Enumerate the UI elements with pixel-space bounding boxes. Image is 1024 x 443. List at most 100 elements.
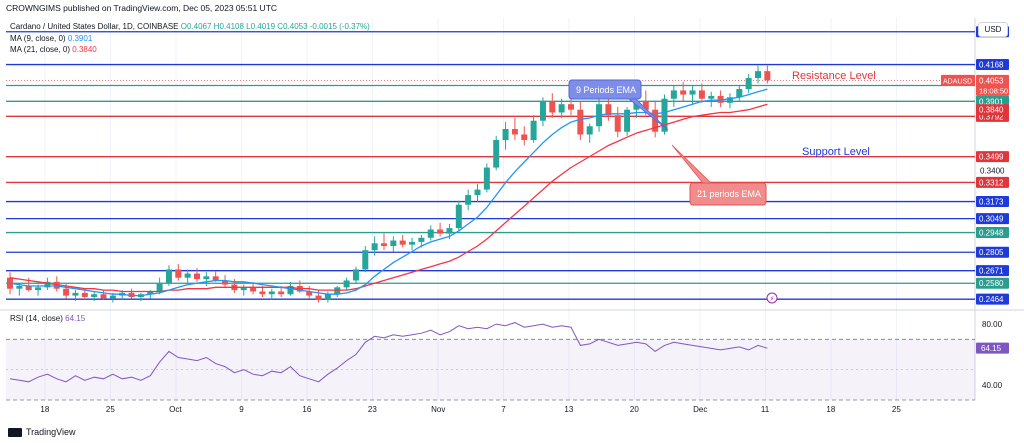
candle-body	[633, 101, 640, 110]
candle-body	[549, 101, 556, 113]
rsi-value-label: 64.15	[981, 344, 1002, 353]
price-level-label: 0.3049	[979, 215, 1004, 224]
time-axis-tick: 9	[239, 405, 244, 414]
footer-brand: TradingView	[26, 427, 76, 437]
candle-body	[250, 287, 257, 292]
candle-body	[334, 287, 341, 295]
time-axis-tick: Nov	[431, 405, 445, 414]
candle-body	[194, 273, 200, 280]
candle-body	[212, 276, 219, 281]
candle-body	[568, 104, 574, 110]
time-axis-tick: 7	[501, 405, 506, 414]
price-level-label: 0.3173	[979, 198, 1004, 207]
price-level-label: 0.2948	[979, 229, 1004, 238]
candle-body	[642, 101, 649, 110]
candle-body	[100, 294, 107, 299]
chart-grid	[0, 18, 1024, 400]
annotations: Resistance Level Support Level 9 Periods E…	[568, 70, 876, 304]
candle-body	[381, 243, 387, 247]
candle-body	[726, 97, 733, 103]
ema21-callout-pointer	[671, 144, 712, 184]
footer: TradingView	[8, 427, 76, 437]
candle-body	[465, 195, 472, 205]
ema9-callout-pointer	[627, 98, 669, 131]
time-axis-tick: 20	[630, 405, 639, 414]
candle-body	[670, 90, 677, 99]
candle-body	[521, 134, 528, 141]
price-level-label: 0.3792	[979, 112, 1004, 121]
candle-body	[614, 115, 621, 132]
candle-body	[343, 280, 350, 288]
ema9-callout-label: 9 Periods EMA	[576, 85, 636, 95]
price-level-tag	[976, 227, 1009, 239]
ma21-legend[interactable]: MA (21, close, 0) 0.3840	[10, 45, 97, 54]
time-axis-tick: 13	[564, 405, 573, 414]
ma9-line	[9, 88, 768, 297]
candle-body	[474, 189, 481, 196]
candle-body	[755, 71, 761, 79]
candles	[7, 65, 771, 303]
rsi-pane: 80.00 40.00 64.15	[6, 320, 1009, 401]
tradingview-logo-icon	[8, 427, 22, 437]
candle-body	[539, 101, 546, 121]
candle-body	[203, 276, 210, 280]
candle-body	[268, 291, 275, 295]
candle-body	[53, 281, 60, 289]
ma9-legend[interactable]: MA (9, close, 0) 0.3901	[10, 34, 92, 43]
candle-body	[680, 90, 687, 95]
time-axis-tick: 11	[761, 405, 770, 414]
candle-body	[427, 229, 434, 238]
ma21-line	[9, 103, 768, 293]
price-level-label: 0.2671	[979, 267, 1004, 276]
candle-body	[315, 295, 322, 300]
rsi-axis-tick: 80.00	[982, 320, 1003, 329]
ma21-value: 0.3840	[72, 45, 97, 54]
candle-body	[147, 291, 154, 295]
time-axis: 18 25 Oct 9 16 23 Nov 7 13 20 Dec 11 18 25	[40, 405, 901, 414]
candle-body	[736, 89, 743, 98]
rsi-line	[9, 322, 768, 383]
rsi-value-tag	[976, 342, 1009, 354]
candle-body	[35, 287, 42, 291]
price-level-label: 0.3901	[979, 97, 1004, 106]
candle-body	[324, 294, 331, 300]
candle-body	[689, 90, 696, 95]
price-level-label: 0.2805	[979, 248, 1004, 257]
ema21-callout-box	[689, 182, 767, 206]
time-axis-tick: 18	[826, 405, 835, 414]
price-level-tag	[976, 151, 1009, 163]
candle-body	[44, 281, 51, 288]
candle-body	[352, 269, 359, 281]
candle-body	[624, 109, 631, 132]
price-level-label: 0.3312	[979, 178, 1004, 187]
price-level-tag	[976, 246, 1009, 258]
ma9-label: MA (9, close, 0)	[10, 34, 66, 43]
price-levels	[6, 31, 975, 300]
price-axis-tick: 0.3400	[980, 166, 1005, 175]
candle-body	[25, 285, 32, 291]
candle-body	[81, 292, 88, 297]
resistance-label: Resistance Level	[792, 70, 876, 82]
ma21-tag	[976, 104, 1009, 116]
candle-body	[493, 140, 500, 168]
symbol-name: Cardano / United States Dollar, 1D, COIN…	[10, 22, 179, 31]
candle-body	[586, 126, 593, 135]
rsi-label: RSI (14, close)	[10, 314, 63, 323]
price-level-tag	[976, 59, 1009, 71]
candle-body	[306, 291, 313, 296]
price-level-tag	[976, 213, 1009, 225]
rsi-legend[interactable]: RSI (14, close) 64.15	[10, 314, 85, 323]
price-level-label: 0.2464	[979, 295, 1004, 304]
candle-body	[371, 243, 378, 251]
candle-body	[222, 280, 229, 285]
candle-body	[511, 128, 518, 135]
candle-body	[16, 285, 23, 289]
candle-body	[698, 90, 705, 99]
ema9-callout-box	[568, 79, 642, 100]
price-level-label: 0.3499	[979, 153, 1004, 162]
candle-body	[259, 291, 266, 295]
candle-body	[652, 109, 659, 132]
publisher-line: CROWNGIMS published on TradingView.com, …	[6, 3, 278, 13]
currency-button[interactable]: USD	[978, 22, 1008, 37]
